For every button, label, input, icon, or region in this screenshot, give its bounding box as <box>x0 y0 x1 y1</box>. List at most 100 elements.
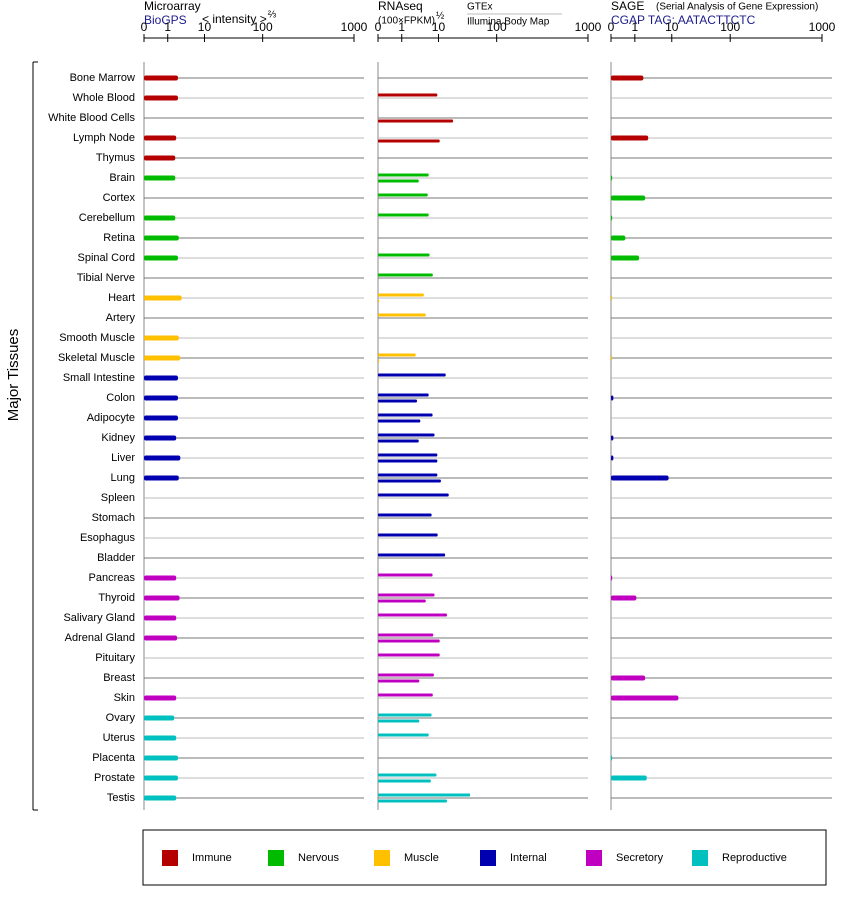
category-label: Uterus <box>103 732 136 744</box>
x-tick-label: 10 <box>432 20 446 34</box>
bar <box>378 359 380 363</box>
category-label: Adrenal Gland <box>65 632 135 644</box>
bar <box>378 413 433 417</box>
category-label: Cerebellum <box>79 212 135 224</box>
bar <box>144 795 177 801</box>
category-label: Retina <box>103 232 136 244</box>
bar <box>611 195 646 201</box>
legend-box <box>142 829 827 886</box>
bar <box>378 693 433 697</box>
bar <box>378 599 426 603</box>
bar <box>611 175 613 181</box>
scale-label: < intensity > <box>202 12 267 26</box>
category-label: Testis <box>107 792 136 804</box>
category-label: Bladder <box>97 552 135 564</box>
category-label: Breast <box>103 672 135 684</box>
category-label: Cortex <box>103 192 136 204</box>
bar <box>611 75 644 81</box>
legend-swatch <box>480 850 496 866</box>
bar <box>144 295 182 301</box>
category-label: Whole Blood <box>73 92 135 104</box>
bar <box>378 93 438 97</box>
bar <box>378 459 438 463</box>
category-label: White Blood Cells <box>48 112 135 124</box>
bar <box>378 299 380 303</box>
bar <box>378 393 429 397</box>
bar <box>611 295 613 301</box>
category-label: Stomach <box>92 512 135 524</box>
bar <box>144 575 177 581</box>
scale-label: (100×FPKM) <box>378 16 435 27</box>
bar <box>611 695 679 701</box>
bar <box>378 419 421 423</box>
x-tick-label: 0 <box>375 20 382 34</box>
bar <box>144 75 178 81</box>
bar <box>144 615 177 621</box>
bar <box>611 215 613 221</box>
bar <box>144 475 179 481</box>
bar <box>378 793 471 797</box>
x-tick-label: 1 <box>164 20 171 34</box>
category-label: Bone Marrow <box>70 72 135 84</box>
bar <box>378 173 429 177</box>
category-label: Placenta <box>92 752 136 764</box>
bar <box>144 455 181 461</box>
bar <box>378 399 417 403</box>
category-label: Heart <box>108 292 135 304</box>
category-label: Adipocyte <box>87 412 135 424</box>
panel-source: CGAP TAG: AATACTTCTC <box>611 13 756 27</box>
bar <box>144 435 177 441</box>
legend-label: Muscle <box>404 852 439 864</box>
x-tick-label: 1000 <box>341 20 368 34</box>
scale-exponent: ½ <box>436 11 445 22</box>
bar <box>611 255 640 261</box>
bar <box>144 235 179 241</box>
bar <box>378 513 432 517</box>
bar <box>144 175 176 181</box>
category-label: Brain <box>109 172 135 184</box>
bar <box>378 453 438 457</box>
bar <box>144 635 178 641</box>
bar <box>144 215 176 221</box>
bar <box>378 653 440 657</box>
bar <box>611 475 669 481</box>
category-label: Salivary Gland <box>63 612 135 624</box>
bar <box>144 755 178 761</box>
bar <box>378 373 446 377</box>
bar <box>378 613 447 617</box>
bar <box>144 715 175 721</box>
x-tick-label: 10 <box>198 20 212 34</box>
legend-swatch <box>268 850 284 866</box>
bar <box>378 719 420 723</box>
category-label: Liver <box>111 452 135 464</box>
bar <box>378 473 438 477</box>
legend-swatch <box>586 850 602 866</box>
category-label: Lung <box>111 472 135 484</box>
bar <box>378 253 430 257</box>
bar <box>144 155 176 161</box>
bar <box>378 673 434 677</box>
x-tick-label: 100 <box>487 20 507 34</box>
bar <box>378 479 441 483</box>
x-tick-label: 0 <box>141 20 148 34</box>
series-label: Illumina Body Map <box>467 17 550 28</box>
category-label: Lymph Node <box>73 132 135 144</box>
legend-swatch <box>692 850 708 866</box>
legend-label: Nervous <box>298 852 339 864</box>
bar <box>144 255 178 261</box>
x-tick-label: 10 <box>665 20 679 34</box>
x-tick-label: 100 <box>720 20 740 34</box>
category-label: Skeletal Muscle <box>58 352 135 364</box>
bar <box>378 733 429 737</box>
bar <box>378 533 438 537</box>
bar <box>611 455 614 461</box>
legend-label: Secretory <box>616 852 664 864</box>
category-label: Spleen <box>101 492 135 504</box>
legend-swatch <box>162 850 178 866</box>
bar <box>611 395 614 401</box>
category-label: Tibial Nerve <box>77 272 135 284</box>
bar <box>611 755 613 761</box>
category-label: Thymus <box>96 152 136 164</box>
category-label: Artery <box>106 312 136 324</box>
scale-exponent: ⅔ <box>268 10 277 21</box>
